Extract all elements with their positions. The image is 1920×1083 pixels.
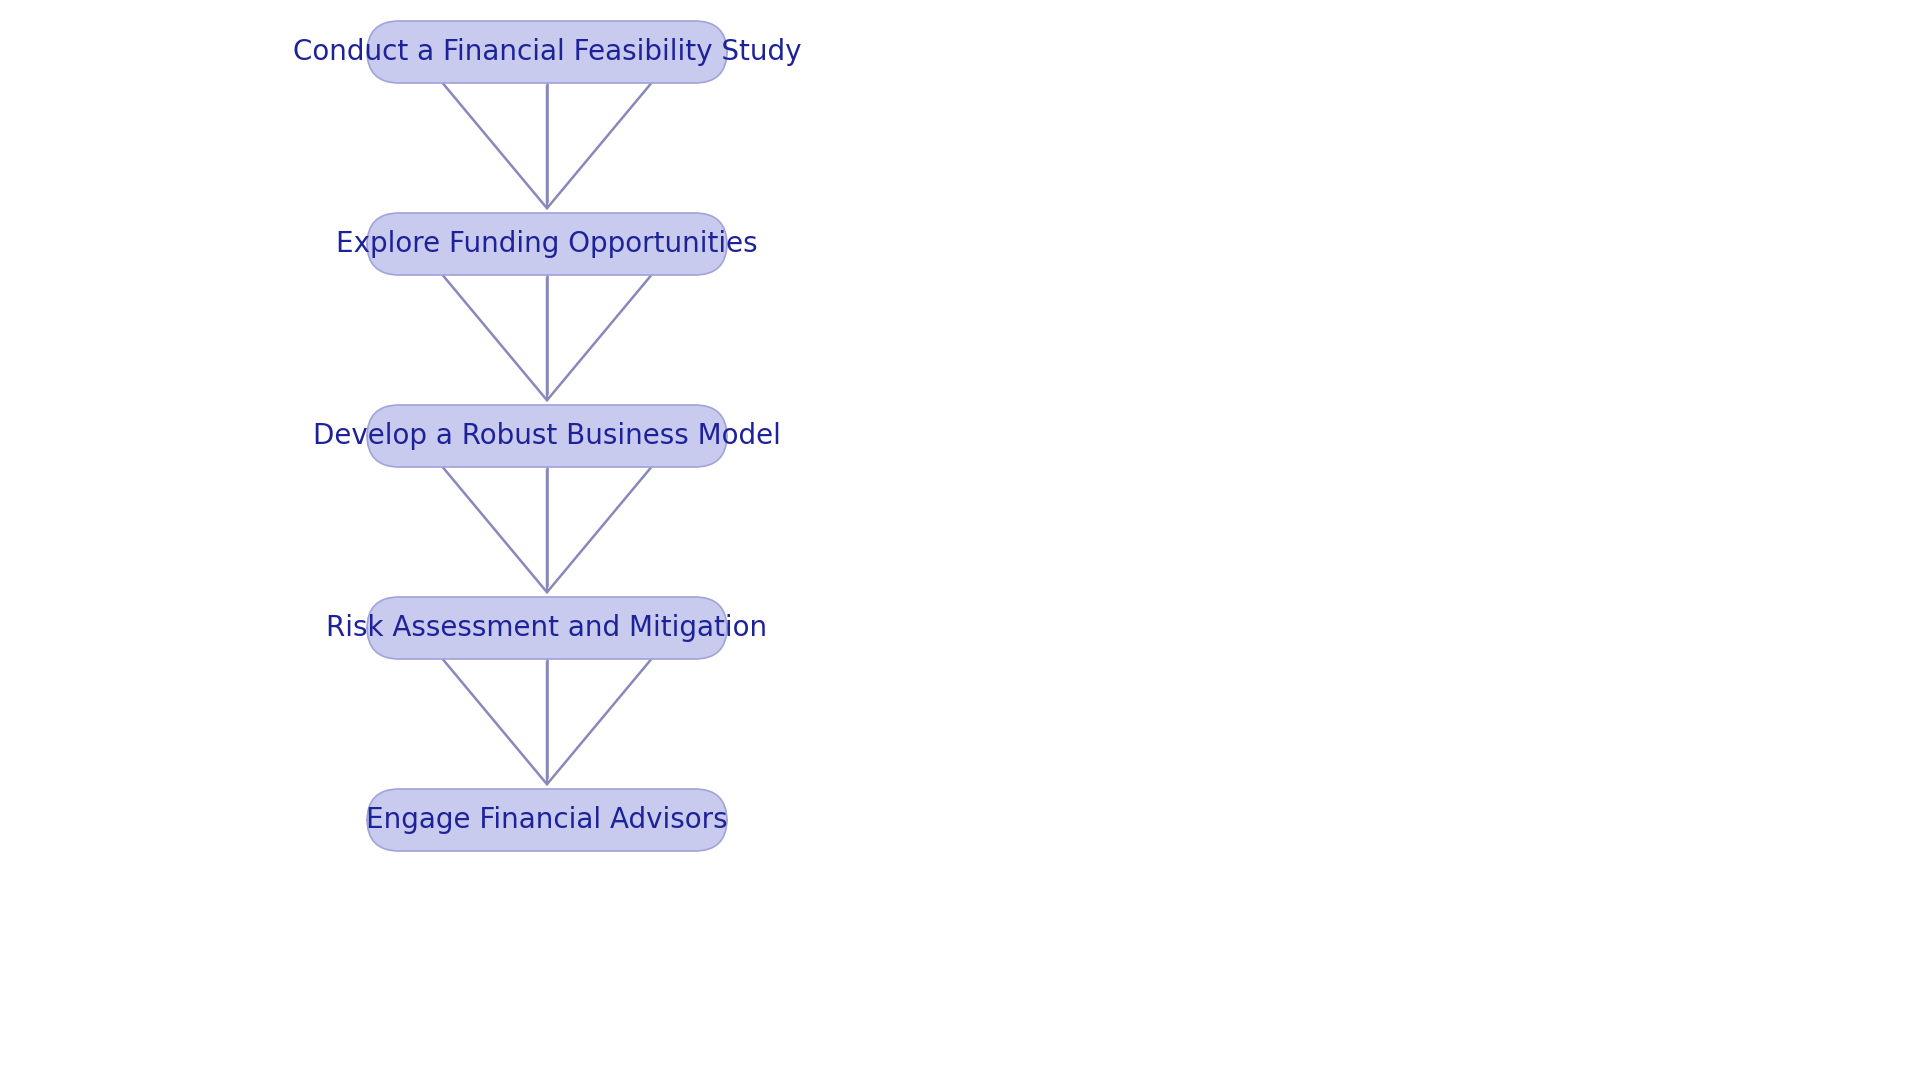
Text: Engage Financial Advisors: Engage Financial Advisors xyxy=(367,806,728,834)
FancyBboxPatch shape xyxy=(367,21,728,83)
FancyBboxPatch shape xyxy=(367,790,728,851)
FancyBboxPatch shape xyxy=(367,597,728,658)
Text: Develop a Robust Business Model: Develop a Robust Business Model xyxy=(313,422,781,451)
FancyBboxPatch shape xyxy=(367,213,728,275)
Text: Risk Assessment and Mitigation: Risk Assessment and Mitigation xyxy=(326,614,768,642)
Text: Explore Funding Opportunities: Explore Funding Opportunities xyxy=(336,230,758,258)
Text: Conduct a Financial Feasibility Study: Conduct a Financial Feasibility Study xyxy=(292,38,801,66)
FancyBboxPatch shape xyxy=(367,405,728,467)
